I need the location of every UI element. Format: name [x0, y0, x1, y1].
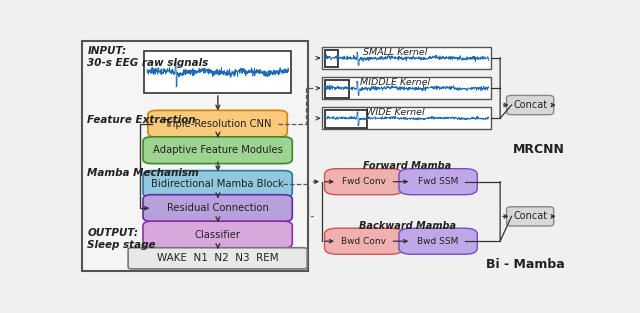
Text: Mamba Mechanism: Mamba Mechanism: [88, 167, 199, 177]
FancyBboxPatch shape: [128, 248, 307, 269]
Bar: [313, 41, 571, 157]
FancyBboxPatch shape: [148, 110, 287, 137]
Bar: [324, 50, 339, 67]
Bar: [327, 223, 493, 253]
Bar: [322, 47, 491, 69]
Text: Concat: Concat: [513, 100, 547, 110]
Text: Residual Connection: Residual Connection: [166, 203, 269, 213]
Bar: [83, 41, 308, 271]
Bar: [322, 107, 491, 129]
Text: Fwd Conv: Fwd Conv: [342, 177, 386, 186]
Text: Bidirectional Mamba Block: Bidirectional Mamba Block: [151, 179, 284, 189]
Text: Triple-Resolution CNN: Triple-Resolution CNN: [164, 119, 271, 129]
FancyBboxPatch shape: [507, 207, 554, 226]
Text: Classifier: Classifier: [195, 230, 241, 239]
Bar: [324, 80, 349, 98]
Bar: [327, 164, 493, 193]
FancyBboxPatch shape: [143, 171, 292, 198]
Text: Forward Mamba: Forward Mamba: [364, 161, 451, 171]
Text: MRCNN: MRCNN: [513, 143, 565, 156]
Text: Adaptive Feature Modules: Adaptive Feature Modules: [153, 145, 283, 155]
FancyBboxPatch shape: [143, 137, 292, 164]
Bar: [322, 77, 491, 99]
Text: INPUT:
30-s EEG raw signals: INPUT: 30-s EEG raw signals: [88, 46, 209, 68]
Text: OUTPUT:
Sleep stage: OUTPUT: Sleep stage: [88, 228, 156, 249]
Text: Backward Mamba: Backward Mamba: [359, 221, 456, 231]
Bar: [125, 107, 308, 169]
Text: Bwd Conv: Bwd Conv: [341, 237, 386, 246]
Text: Fwd SSM: Fwd SSM: [418, 177, 458, 186]
Text: MIDDLE Kernel: MIDDLE Kernel: [360, 78, 430, 87]
Text: Concat: Concat: [513, 211, 547, 221]
Text: WAKE  N1  N2  N3  REM: WAKE N1 N2 N3 REM: [157, 253, 278, 263]
Text: Feature Extraction: Feature Extraction: [88, 115, 196, 125]
Text: SMALL Kernel: SMALL Kernel: [363, 48, 427, 57]
FancyBboxPatch shape: [399, 169, 477, 195]
FancyBboxPatch shape: [507, 95, 554, 115]
FancyBboxPatch shape: [143, 195, 292, 222]
FancyBboxPatch shape: [399, 228, 477, 254]
Bar: [145, 51, 291, 93]
Bar: [125, 165, 308, 227]
FancyBboxPatch shape: [324, 169, 403, 195]
FancyBboxPatch shape: [143, 221, 292, 248]
Bar: [313, 161, 571, 273]
Text: WIDE Kernel: WIDE Kernel: [365, 108, 424, 117]
Text: Bi - Mamba: Bi - Mamba: [486, 258, 565, 271]
FancyBboxPatch shape: [324, 228, 403, 254]
Text: Bwd SSM: Bwd SSM: [417, 237, 459, 246]
Bar: [324, 110, 367, 128]
